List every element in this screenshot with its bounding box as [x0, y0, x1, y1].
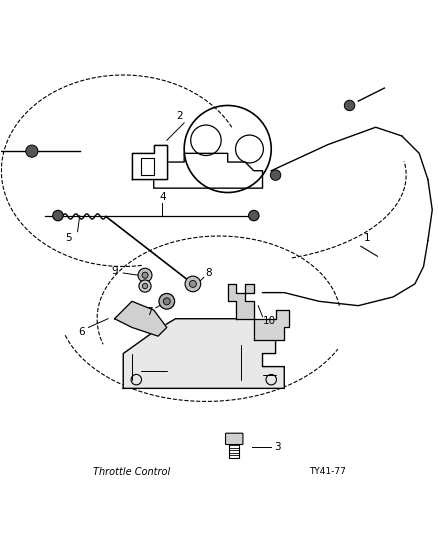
Text: 1: 1 — [364, 233, 370, 243]
Text: Throttle Control: Throttle Control — [93, 467, 170, 477]
Circle shape — [270, 170, 281, 180]
Text: 2: 2 — [177, 111, 183, 122]
Text: TY41-77: TY41-77 — [309, 467, 346, 477]
Text: 6: 6 — [78, 327, 85, 337]
Text: 4: 4 — [159, 192, 166, 202]
Text: 10: 10 — [262, 316, 276, 326]
FancyBboxPatch shape — [226, 433, 243, 445]
Circle shape — [163, 298, 170, 305]
Circle shape — [139, 280, 151, 292]
Circle shape — [26, 145, 38, 157]
Circle shape — [142, 272, 148, 278]
Polygon shape — [132, 144, 167, 180]
Text: 8: 8 — [205, 268, 212, 278]
Polygon shape — [115, 301, 167, 336]
Circle shape — [185, 276, 201, 292]
Polygon shape — [228, 284, 254, 319]
Circle shape — [138, 268, 152, 282]
Text: 3: 3 — [275, 442, 281, 452]
Polygon shape — [254, 310, 289, 341]
Text: 9: 9 — [111, 266, 118, 276]
Text: 7: 7 — [146, 307, 153, 317]
Circle shape — [249, 211, 259, 221]
Circle shape — [159, 294, 175, 309]
Polygon shape — [123, 319, 284, 389]
Circle shape — [189, 280, 196, 287]
Text: 5: 5 — [66, 233, 72, 243]
Circle shape — [344, 100, 355, 111]
Circle shape — [142, 284, 148, 289]
Circle shape — [53, 211, 63, 221]
